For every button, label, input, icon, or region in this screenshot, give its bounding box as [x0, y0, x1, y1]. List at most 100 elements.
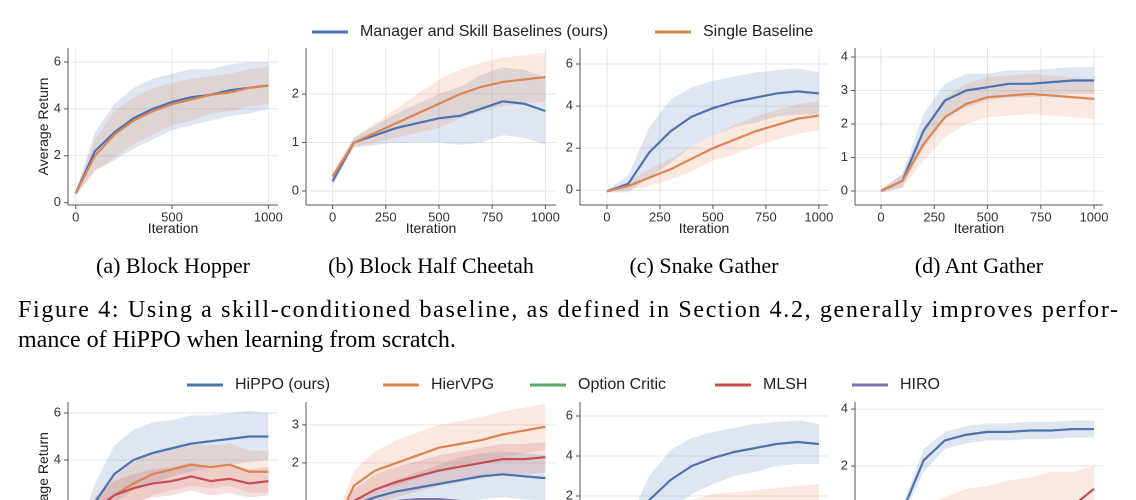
x-tick-label: 250: [649, 209, 671, 224]
x-tick-label: 1000: [254, 209, 283, 224]
error-band: [904, 420, 1095, 500]
plot-area: [74, 62, 269, 196]
error-band: [638, 420, 819, 500]
y-tick-label: 6: [54, 404, 61, 419]
panel: 24: [841, 401, 1103, 500]
y-tick-label: 1: [841, 149, 848, 164]
y-tick-label: 2: [54, 147, 61, 162]
subcaption: (c) Snake Gather: [629, 253, 779, 278]
plot-area: [342, 403, 546, 500]
figure-caption: Figure 4: Using a skill-conditioned base…: [18, 297, 1118, 323]
x-tick-label: 250: [923, 209, 945, 224]
error-band: [332, 67, 546, 187]
series-line: [905, 427, 1095, 500]
x-tick-label: 0: [72, 209, 79, 224]
series-line: [647, 440, 819, 500]
plot-area: [880, 67, 1095, 193]
error-band: [880, 73, 1095, 193]
error-band: [89, 410, 269, 500]
series-line: [74, 84, 269, 194]
series-line: [331, 75, 546, 177]
y-tick-label: 6: [566, 407, 573, 422]
error-band: [75, 66, 269, 196]
figure-caption: mance of HiPPO when learning from scratc…: [18, 327, 456, 353]
error-band: [93, 462, 269, 500]
y-tick-label: 0: [841, 182, 848, 197]
y-tick-label: 4: [54, 451, 61, 466]
legend-label: MLSH: [763, 376, 807, 393]
error-band: [342, 403, 546, 500]
series-line: [395, 497, 462, 500]
y-tick-label: 2: [841, 457, 848, 472]
error-band: [348, 441, 546, 500]
x-tick-label: 1000: [531, 209, 560, 224]
x-tick-label: 1000: [804, 209, 833, 224]
x-tick-label: 1000: [1080, 209, 1109, 224]
x-tick-label: 0: [603, 209, 610, 224]
plot-area: [638, 420, 819, 500]
x-tick-label: 750: [1030, 209, 1052, 224]
error-band: [606, 68, 819, 193]
x-tick-label: 0: [329, 209, 336, 224]
x-axis-label: Iteration: [406, 220, 457, 236]
y-tick-label: 2: [841, 115, 848, 130]
legend-label: HierVPG: [431, 376, 494, 393]
x-tick-label: 500: [977, 209, 999, 224]
y-tick-label: 0: [292, 182, 299, 197]
y-tick-label: 0: [54, 194, 61, 209]
y-tick-label: 2: [292, 85, 299, 100]
plot-area: [606, 68, 820, 193]
x-axis-label: Iteration: [148, 220, 199, 236]
panel: 0 1 2 0 250 500 750 1000 Iteration: [292, 48, 560, 236]
y-tick-label: 2: [292, 454, 299, 469]
x-tick-label: 500: [428, 209, 450, 224]
y-axis-label: Average Return: [35, 78, 51, 176]
panel: 0 2 4 6 0 250 500 750 1000 Iteration: [566, 48, 833, 236]
series-line: [346, 425, 546, 500]
y-tick-label: 3: [841, 82, 848, 97]
series-line: [880, 79, 1095, 192]
error-band: [606, 100, 819, 193]
legend-label: HIRO: [900, 376, 940, 393]
error-band: [938, 466, 1095, 500]
series-line: [95, 435, 269, 500]
y-tick-label: 0: [566, 182, 573, 197]
x-tick-label: 0: [877, 209, 884, 224]
plot-area: [331, 52, 546, 187]
error-band: [93, 443, 269, 500]
panel: 0 1 2 3 4 0 250 500 750 1000 Iteration: [841, 48, 1109, 236]
series-line: [606, 114, 820, 193]
y-tick-label: 3: [292, 416, 299, 431]
panel: 23: [292, 402, 556, 500]
legend-label: Option Critic: [578, 376, 666, 393]
y-tick-label: 4: [566, 98, 573, 113]
series-line: [353, 456, 546, 500]
y-tick-label: 4: [566, 447, 573, 462]
y-tick-label: 1: [292, 134, 299, 149]
legend-label: Manager and Skill Baselines (ours): [360, 23, 608, 40]
series-line: [331, 100, 546, 182]
panel: 0 2 4 6 0 500 1000 Iteration Average Return: [35, 48, 283, 236]
legend-label: HiPPO (ours): [235, 376, 330, 393]
y-tick-label: 6: [54, 53, 61, 68]
y-tick-label: 2: [566, 140, 573, 155]
legend-label: Single Baseline: [703, 23, 813, 40]
series-line: [74, 84, 269, 194]
x-tick-label: 500: [161, 209, 183, 224]
series-line: [880, 92, 1095, 192]
series-line: [606, 90, 819, 193]
x-axis-label: Iteration: [954, 220, 1005, 236]
x-tick-label: 750: [481, 209, 503, 224]
plot-area: [904, 420, 1095, 500]
y-tick-label: 4: [841, 48, 848, 63]
y-tick-label: 4: [841, 401, 848, 416]
error-band: [75, 62, 269, 196]
error-band: [691, 484, 819, 500]
x-tick-label: 500: [702, 209, 724, 224]
series-line: [106, 463, 269, 500]
subcaption: (a) Block Hopper: [96, 253, 251, 278]
plot-area: [89, 410, 269, 500]
